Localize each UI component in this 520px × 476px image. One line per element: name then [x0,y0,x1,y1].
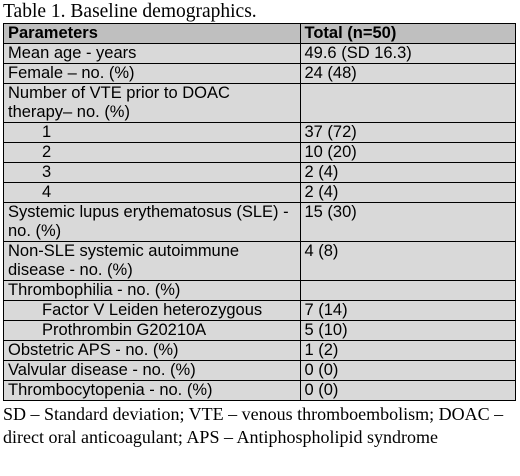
table-row: Systemic lupus erythematosus (SLE) - no.… [3,202,516,242]
table-caption: Table 1. Baseline demographics. [3,1,257,22]
row-label: Female – no. (%) [3,63,301,84]
row-value: 7 (14) [299,300,516,321]
table-row: Non-SLE systemic autoimmune disease - no… [3,241,516,281]
table-row: Prothrombin G20210A 5 (10) [3,320,516,341]
row-label: Valvular disease - no. (%) [3,360,301,381]
row-label: 4 [3,182,301,203]
row-value: 15 (30) [299,202,516,242]
table-header-row: Parameters Total (n=50) [3,23,516,44]
table-row: Obstetric APS - no. (%) 1 (2) [3,340,516,361]
row-value: 2 (4) [299,182,516,203]
row-value: 10 (20) [299,142,516,163]
row-label: Prothrombin G20210A [3,320,301,341]
table-row: Thrombocytopenia - no. (%) 0 (0) [3,380,516,401]
row-value: 49.6 (SD 16.3) [299,43,516,64]
table-row: Number of VTE prior to DOAC therapy– no.… [3,83,516,123]
document-page: Table 1. Baseline demographics. Paramete… [3,0,517,448]
table-row: 3 2 (4) [3,162,516,183]
row-value: 0 (0) [299,360,516,381]
row-label: Thrombocytopenia - no. (%) [3,380,301,401]
row-value: 37 (72) [299,122,516,143]
table-row: Mean age - years 49.6 (SD 16.3) [3,43,516,64]
row-label: Obstetric APS - no. (%) [3,340,301,361]
table-row: Thrombophilia - no. (%) [3,280,516,301]
table-row: Valvular disease - no. (%) 0 (0) [3,360,516,381]
row-value: 1 (2) [299,340,516,361]
table-row: 4 2 (4) [3,182,516,203]
header-total: Total (n=50) [299,23,516,44]
row-value: 4 (8) [299,241,516,281]
baseline-demographics-table: Parameters Total (n=50) Mean age - years… [3,23,516,401]
row-label: 1 [3,122,301,143]
row-value: 5 (10) [299,320,516,341]
row-label: Mean age - years [3,43,301,64]
table-row: Factor V Leiden heterozygous 7 (14) [3,300,516,321]
row-label: Factor V Leiden heterozygous [3,300,301,321]
table-row: Female – no. (%) 24 (48) [3,63,516,84]
row-label: 2 [3,142,301,163]
row-label: Non-SLE systemic autoimmune disease - no… [3,241,301,281]
row-label: 3 [3,162,301,183]
table-row: 1 37 (72) [3,122,516,143]
row-value: 0 (0) [299,380,516,401]
row-label: Thrombophilia - no. (%) [3,280,301,301]
row-value [299,83,516,123]
row-value: 24 (48) [299,63,516,84]
row-value [299,280,516,301]
row-label: Number of VTE prior to DOAC therapy– no.… [3,83,301,123]
header-parameters: Parameters [3,23,301,44]
row-label: Systemic lupus erythematosus (SLE) - no.… [3,202,301,242]
row-value: 2 (4) [299,162,516,183]
table-footnote: SD – Standard deviation; VTE – venous th… [3,404,504,447]
table-row: 2 10 (20) [3,142,516,163]
